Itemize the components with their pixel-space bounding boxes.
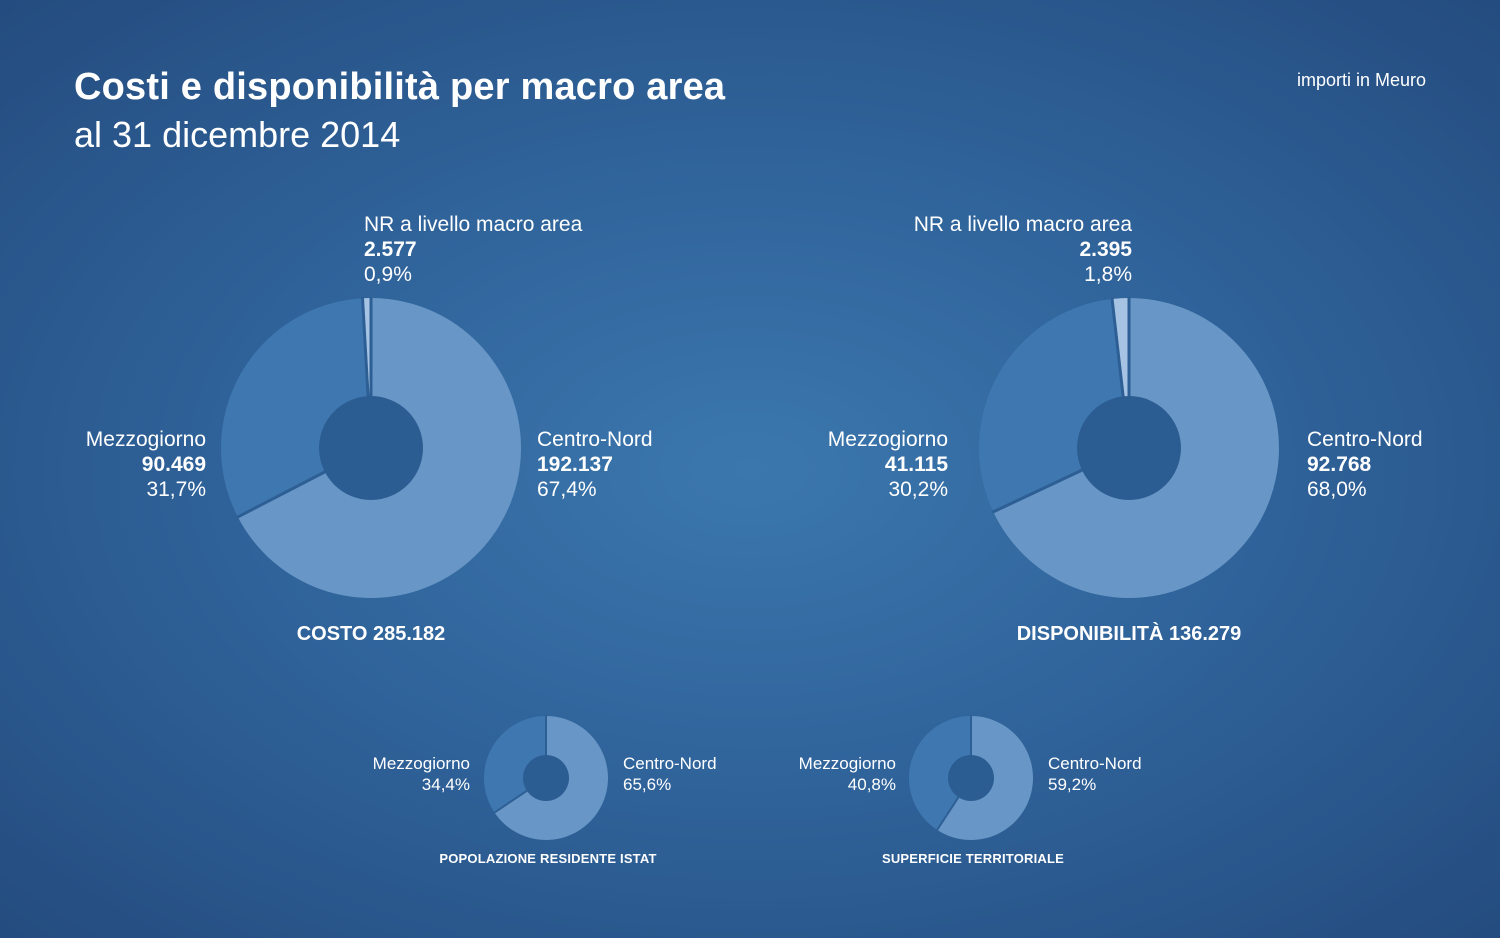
donut-hole (1077, 396, 1181, 500)
slice-centro-nord (993, 298, 1279, 598)
slice-centro-nord (937, 716, 1033, 840)
slice-mezzogiorno (979, 298, 1129, 512)
disponibilita-nr-value: 2.395 (1079, 238, 1132, 261)
slice-centro-nord (494, 716, 608, 840)
disponibilita-total: DISPONIBILITÀ 136.279 (1016, 623, 1242, 645)
slice-separator (991, 446, 1130, 514)
superficie-title: SUPERFICIE TERRITORIALE (881, 851, 1065, 866)
disponibilita-nr-percent: 1,8% (1084, 263, 1132, 286)
disponibilita-mezzogiorno-value: 41.115 (884, 453, 948, 476)
disponibilita-centro-nord-value: 92.768 (1307, 453, 1372, 476)
slice-nr-a-livello-macro-area (1112, 298, 1129, 448)
slice-separator (1110, 297, 1131, 449)
superficie-mezzogiorno-label: Mezzogiorno 40,8% (799, 753, 896, 795)
disponibilita-centro-nord-percent: 68,0% (1307, 478, 1367, 501)
costo-nr-name: NR a livello macro area (364, 213, 583, 236)
popolazione-mezzogiorno-percent: 34,4% (421, 775, 470, 794)
costo-centro-nord-value: 192.137 (537, 453, 613, 476)
popolazione-mezzogiorno-label: Mezzogiorno 34,4% (373, 753, 470, 795)
donut-hole (523, 755, 569, 801)
costo-centro-nord-name: Centro-Nord (537, 428, 653, 451)
popolazione-mezzogiorno-name: Mezzogiorno (372, 754, 470, 773)
costo-mezzogiorno-percent: 31,7% (146, 478, 206, 501)
slice-separator (493, 777, 547, 814)
disponibilita-mezzogiorno-label: Mezzogiorno 41.115 30,2% (828, 427, 948, 502)
slice-separator (360, 297, 373, 449)
costo-nr-percent: 0,9% (364, 263, 412, 286)
superficie-centro-nord-label: Centro-Nord 59,2% (1048, 753, 1142, 795)
disponibilita-mezzogiorno-percent: 30,2% (888, 478, 948, 501)
popolazione-centro-nord-percent: 65,6% (623, 775, 672, 794)
disponibilita-nr-name: NR a livello macro area (913, 213, 1132, 236)
costo-centro-nord-percent: 67,4% (537, 478, 597, 501)
slice-mezzogiorno (908, 716, 971, 830)
costo-mezzogiorno-value: 90.469 (141, 453, 206, 476)
slice-nr-a-livello-macro-area (362, 298, 371, 448)
disponibilita-mezzogiorno-name: Mezzogiorno (827, 428, 948, 451)
disponibilita-centro-nord-label: Centro-Nord 92.768 68,0% (1307, 427, 1423, 502)
slice-separator (935, 777, 972, 832)
costo-nr-label: NR a livello macro area 2.577 0,9% (364, 212, 582, 287)
donut-hole (948, 755, 994, 801)
popolazione-title: POPOLAZIONE RESIDENTE ISTAT (439, 851, 657, 866)
disponibilita-nr-label: NR a livello macro area 2.395 1,8% (914, 212, 1132, 287)
slice-centro-nord (237, 298, 521, 598)
superficie-centro-nord-percent: 59,2% (1048, 775, 1097, 794)
popolazione-centro-nord-label: Centro-Nord 65,6% (623, 753, 717, 795)
donut-hole (319, 396, 423, 500)
costo-mezzogiorno-name: Mezzogiorno (85, 428, 206, 451)
slice-mezzogiorno (221, 298, 371, 517)
costo-total: COSTO 285.182 (296, 623, 446, 645)
costo-mezzogiorno-label: Mezzogiorno 90.469 31,7% (86, 427, 206, 502)
superficie-mezzogiorno-percent: 40,8% (847, 775, 896, 794)
costo-centro-nord-label: Centro-Nord 192.137 67,4% (537, 427, 653, 502)
disponibilita-centro-nord-name: Centro-Nord (1307, 428, 1423, 451)
superficie-mezzogiorno-name: Mezzogiorno (798, 754, 896, 773)
popolazione-centro-nord-name: Centro-Nord (623, 754, 717, 773)
slice-mezzogiorno (483, 715, 546, 813)
units-note: importi in Meuro (1296, 70, 1426, 90)
chart-title: Costi e disponibilità per macro area (74, 66, 726, 108)
costo-nr-value: 2.577 (364, 238, 417, 261)
slice-separator (236, 446, 372, 519)
superficie-centro-nord-name: Centro-Nord (1048, 754, 1142, 773)
chart-subtitle: al 31 dicembre 2014 (74, 114, 401, 155)
